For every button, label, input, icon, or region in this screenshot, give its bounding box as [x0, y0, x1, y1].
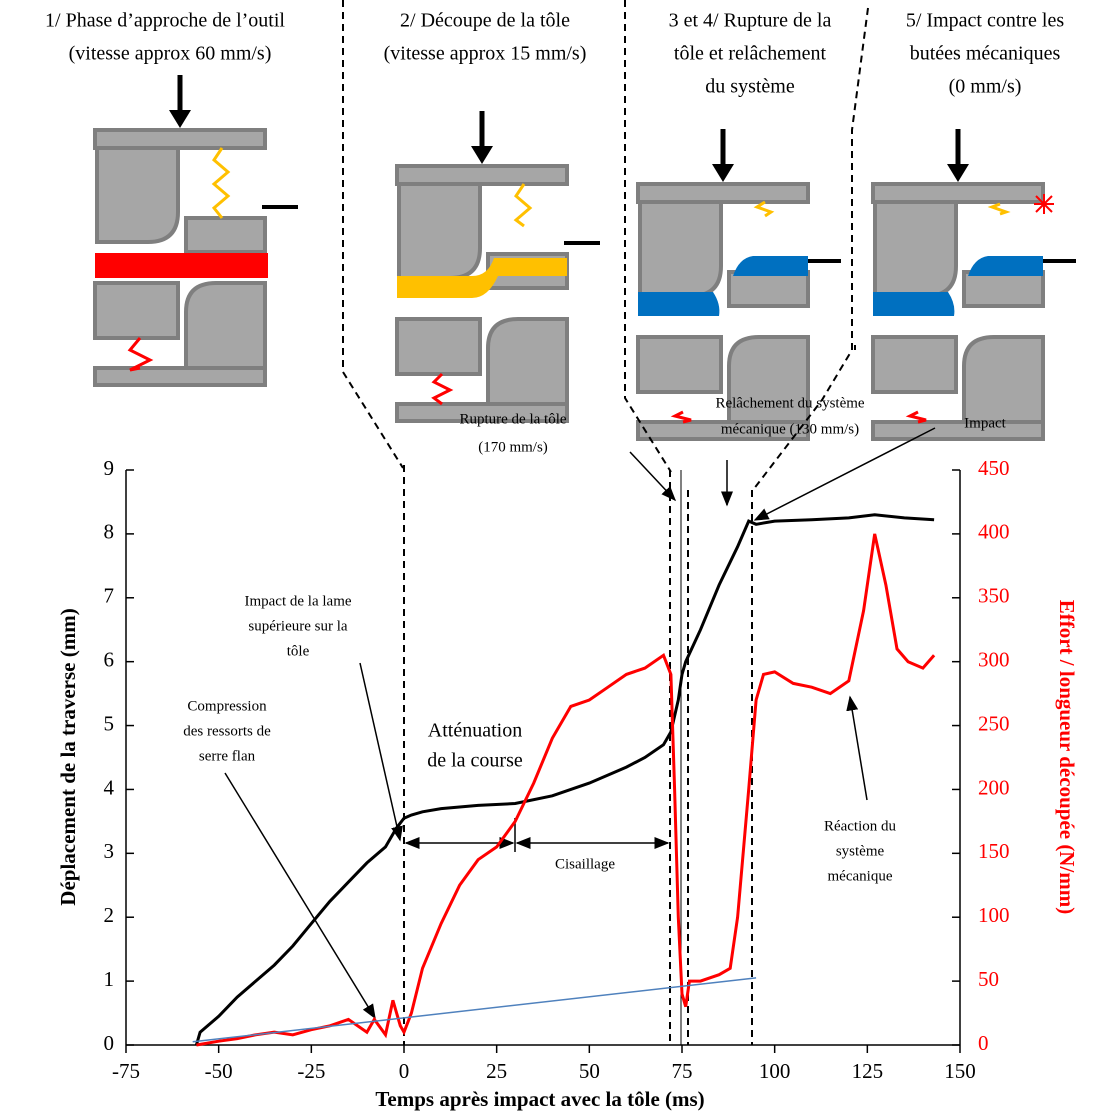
x-axis-label: Temps après impact avec la tôle (ms) — [375, 1087, 704, 1111]
y-tick-label: 4 — [104, 775, 115, 799]
phase-title: du système — [705, 76, 795, 98]
phase-title: 1/ Phase d’approche de l’outil — [45, 10, 285, 32]
y2-axis-label: Effort / longueur découpée (N/mm) — [1055, 600, 1079, 915]
annotation: Réaction du — [824, 818, 897, 834]
series-line — [192, 977, 757, 1043]
y-tick-label: 1 — [104, 967, 115, 991]
y2-tick-label: 50 — [978, 967, 999, 991]
y2-tick-label: 300 — [978, 647, 1010, 671]
y2-tick-label: 250 — [978, 711, 1010, 735]
phase-title: (0 mm/s) — [949, 76, 1022, 98]
phase-titles: 1/ Phase d’approche de l’outil (vitesse … — [45, 10, 1064, 98]
annotation-arrow — [753, 427, 936, 521]
panel-3 — [638, 129, 841, 439]
annotation: des ressorts de — [183, 723, 271, 739]
y2-tick-label: 350 — [978, 584, 1010, 608]
annotation: Rupture de la tôle — [459, 411, 566, 427]
annotation: Relâchement du système — [715, 395, 864, 411]
annotation: serre flan — [199, 748, 256, 764]
x-tick-label: -75 — [112, 1059, 140, 1083]
x-tick-label: 125 — [852, 1059, 884, 1083]
annotation: Impact de la lame — [244, 593, 351, 609]
y-tick-label: 8 — [104, 520, 115, 544]
panel-1 — [95, 75, 298, 385]
annotation-arrow — [224, 772, 376, 1020]
y2-tick-label: 200 — [978, 775, 1010, 799]
annotation: Compression — [187, 698, 267, 714]
series-line — [194, 513, 935, 1046]
y-tick-label: 5 — [104, 711, 115, 735]
annotation-arrow — [359, 662, 403, 842]
y2-tick-label: 100 — [978, 903, 1010, 927]
panel-4 — [873, 129, 1076, 439]
x-tick-label: 0 — [399, 1059, 410, 1083]
phase-title: butées mécaniques — [910, 43, 1061, 65]
annotation: Atténuation — [428, 720, 522, 742]
panel-2 — [397, 111, 600, 421]
annotation: de la course — [427, 750, 523, 772]
x-tick-label: -50 — [205, 1059, 233, 1083]
y2-tick-label: 400 — [978, 520, 1010, 544]
connector — [624, 0, 672, 473]
x-tick-label: 50 — [579, 1059, 600, 1083]
y-tick-label: 9 — [104, 456, 115, 480]
y-tick-label: 6 — [104, 647, 115, 671]
y2-tick-label: 450 — [978, 456, 1010, 480]
annotation: supérieure sur la — [248, 618, 347, 634]
annotation-arrow — [629, 451, 677, 502]
y2-tick-label: 0 — [978, 1031, 989, 1055]
phase-title: 2/ Découpe de la tôle — [400, 10, 570, 32]
y-axis-label: Déplacement de la traverse (mm) — [56, 608, 80, 905]
annotation: tôle — [287, 643, 310, 659]
x-tick-label: 25 — [486, 1059, 507, 1083]
annotation: Cisaillage — [555, 856, 615, 872]
connector — [342, 0, 404, 469]
annotation: (170 mm/s) — [478, 439, 548, 455]
y2-tick-label: 150 — [978, 839, 1010, 863]
diagrams — [95, 0, 1076, 491]
phase-title: 5/ Impact contre les — [906, 10, 1064, 32]
annotation: Impact — [964, 415, 1006, 431]
annotation: système — [836, 843, 885, 859]
y-tick-label: 3 — [104, 839, 115, 863]
series-line — [196, 533, 936, 1047]
x-tick-label: 100 — [759, 1059, 791, 1083]
annotation: mécanique — [828, 868, 893, 884]
phase-title: (vitesse approx 60 mm/s) — [69, 43, 272, 65]
phase-title: 3 et 4/ Rupture de la — [669, 10, 832, 32]
x-tick-label: -25 — [297, 1059, 325, 1083]
phase-title: tôle et relâchement — [674, 43, 827, 65]
annotation-arrow — [846, 695, 868, 801]
x-tick-label: 75 — [672, 1059, 693, 1083]
y-tick-label: 7 — [104, 584, 115, 608]
y-tick-label: 2 — [104, 903, 115, 927]
phase-title: (vitesse approx 15 mm/s) — [384, 43, 587, 65]
annotation: mécanique (130 mm/s) — [721, 421, 859, 437]
annotations: Rupture de la tôle (170 mm/s) Relâchemen… — [183, 395, 1007, 1020]
y-tick-label: 0 — [104, 1031, 115, 1055]
x-tick-label: 150 — [944, 1059, 976, 1083]
